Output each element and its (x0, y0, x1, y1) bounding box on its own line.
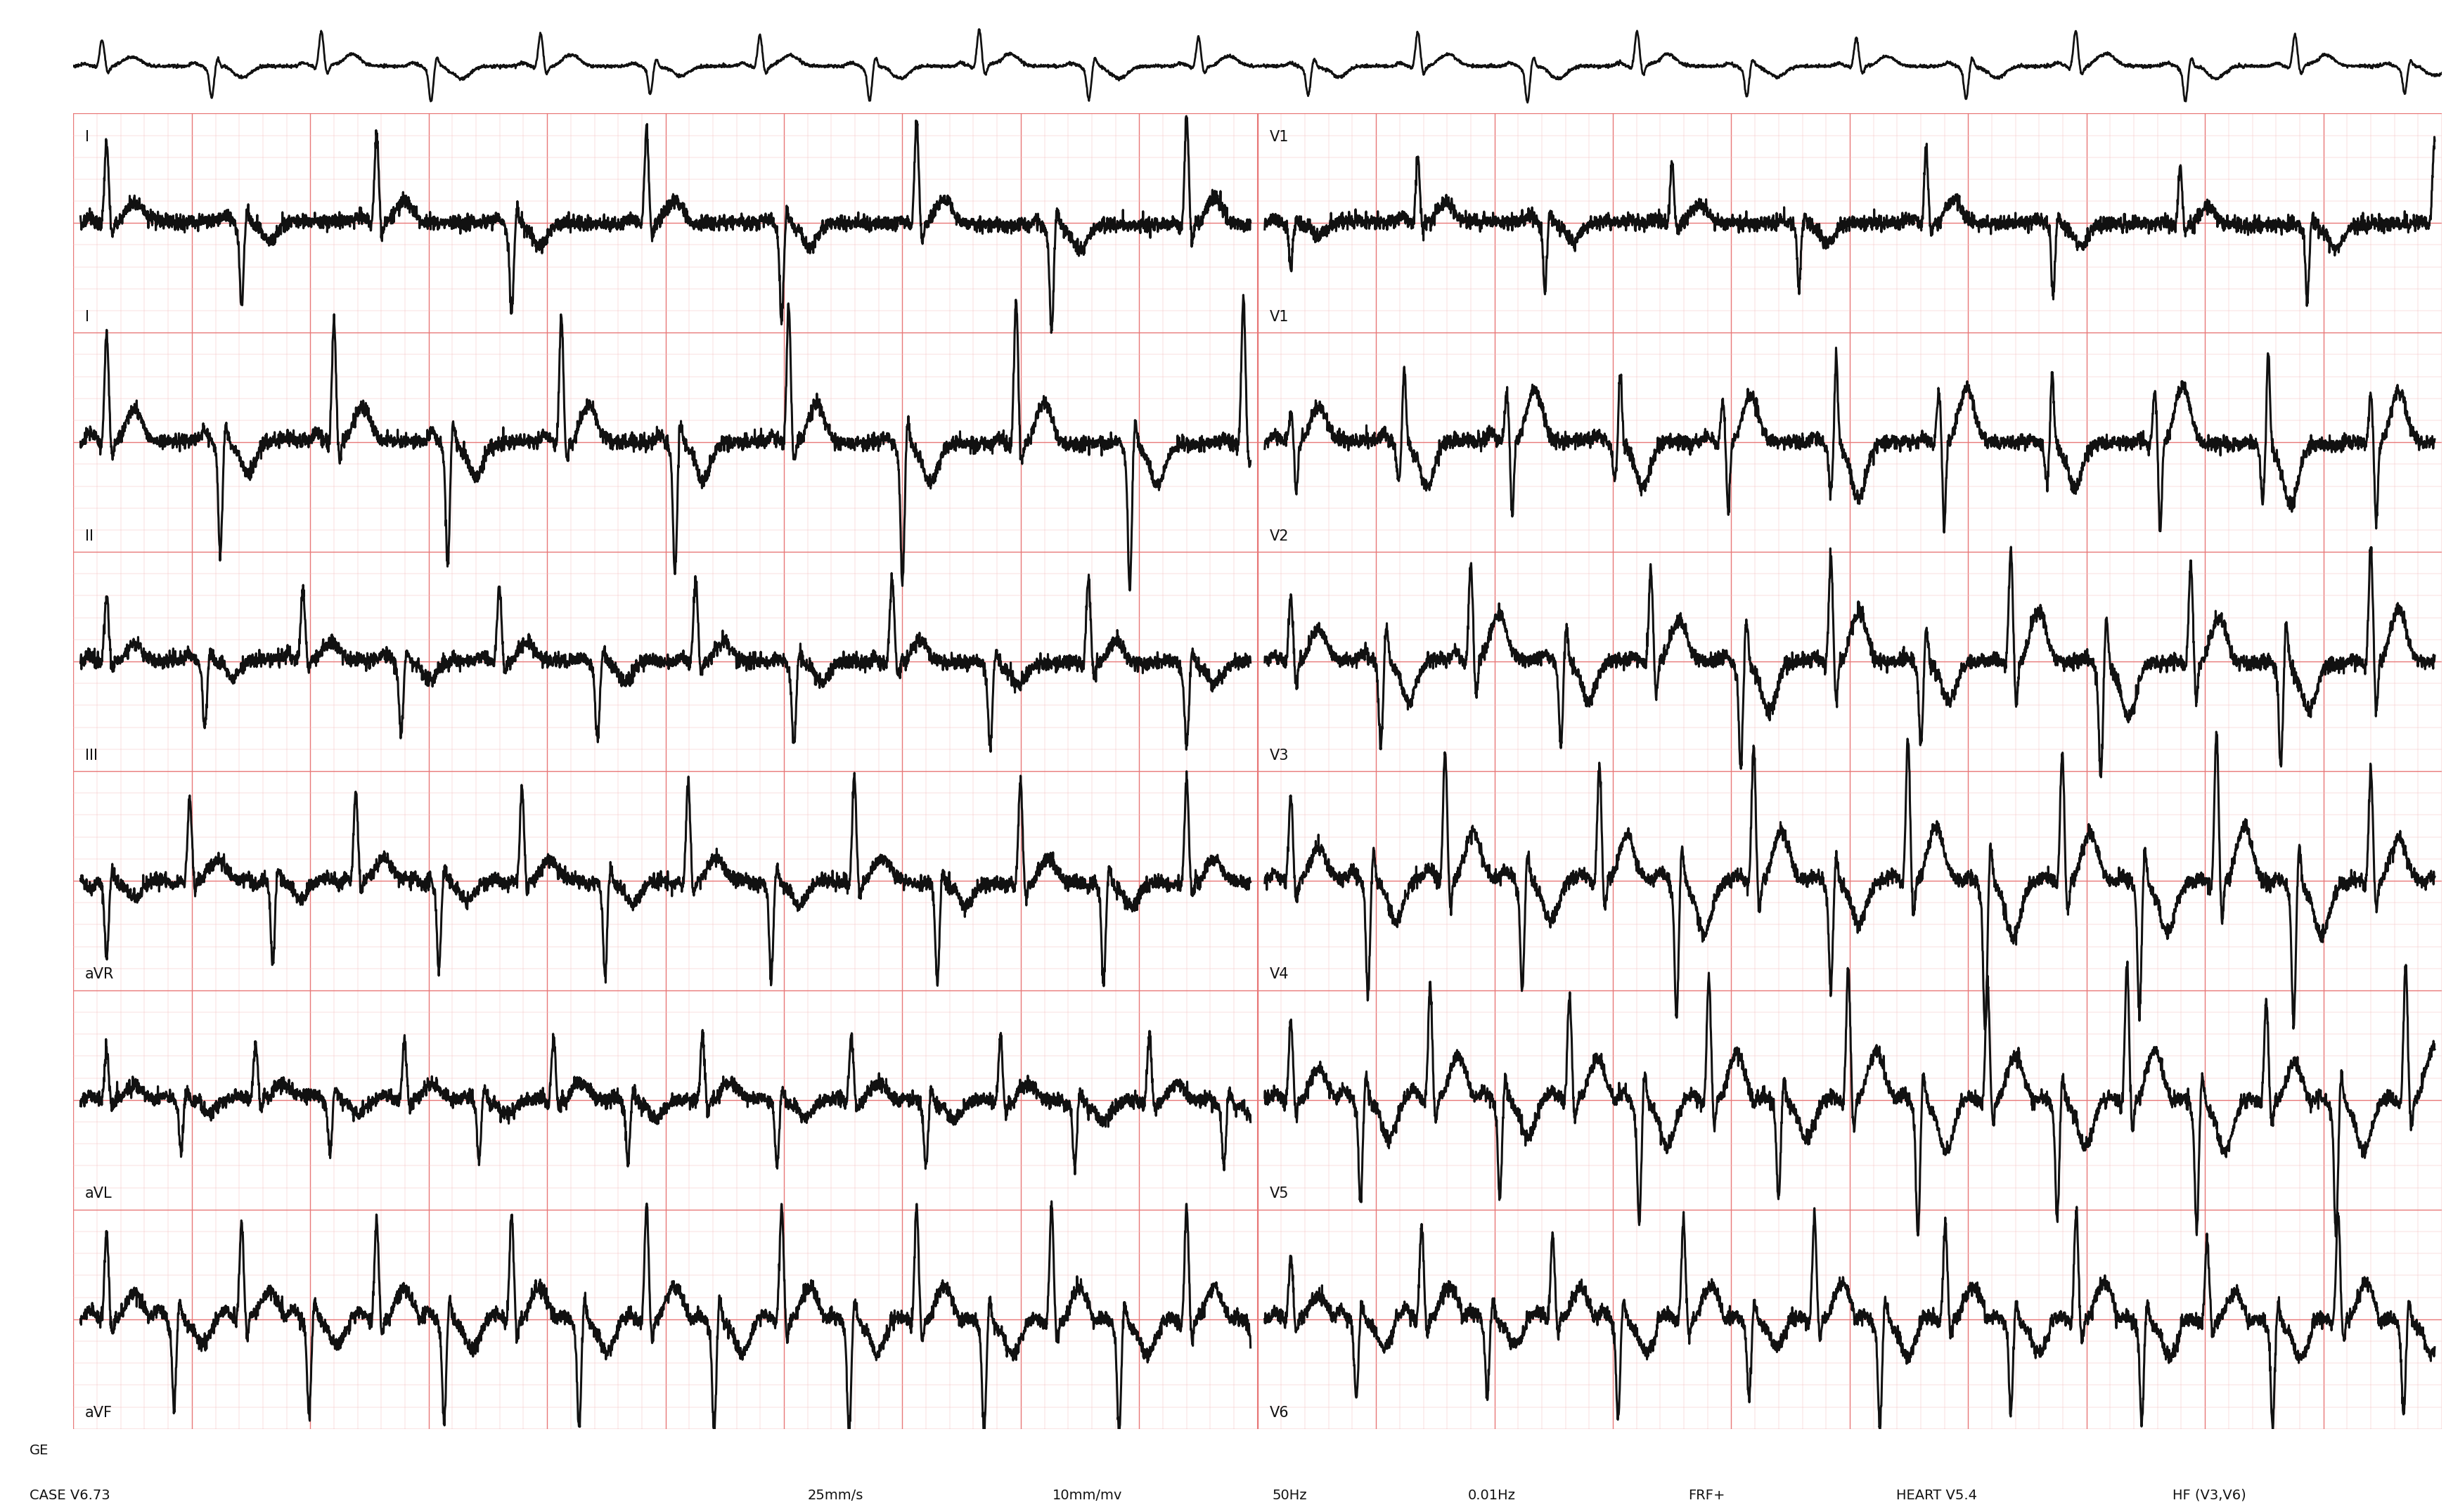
Text: GE: GE (29, 1444, 49, 1458)
Text: 10mm/mv: 10mm/mv (1052, 1489, 1123, 1501)
Text: HF (V3,V6): HF (V3,V6) (2172, 1489, 2245, 1501)
Text: HEART V5.4: HEART V5.4 (1896, 1489, 1976, 1501)
Text: V5: V5 (1269, 1187, 1289, 1201)
Text: 25mm/s: 25mm/s (807, 1489, 863, 1501)
Text: III: III (86, 748, 98, 762)
Text: V2: V2 (1269, 529, 1289, 543)
Text: V6: V6 (1269, 1406, 1289, 1420)
Text: V1: V1 (1269, 130, 1289, 144)
Text: V3: V3 (1269, 748, 1289, 762)
Text: FRF+: FRF+ (1688, 1489, 1724, 1501)
Text: V1: V1 (1269, 310, 1289, 324)
Text: 50Hz: 50Hz (1272, 1489, 1306, 1501)
Text: CASE V6.73: CASE V6.73 (29, 1489, 110, 1501)
Text: I: I (86, 130, 91, 144)
Text: V4: V4 (1269, 968, 1289, 981)
Text: 0.01Hz: 0.01Hz (1468, 1489, 1517, 1501)
Text: I: I (86, 310, 91, 324)
Text: aVF: aVF (86, 1406, 113, 1420)
Text: aVL: aVL (86, 1187, 113, 1201)
Text: aVR: aVR (86, 968, 115, 981)
Text: II: II (86, 529, 93, 543)
